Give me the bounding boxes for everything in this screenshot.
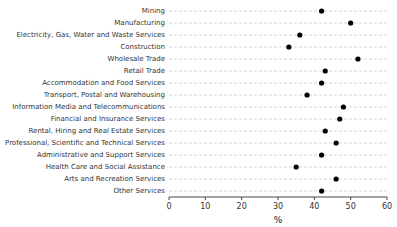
x-axis: 0 10 20 30 40 50 60	[166, 197, 392, 211]
category-label: Health Care and Social Assistance	[46, 163, 165, 171]
category-label: Manufacturing	[114, 19, 165, 27]
row-guide	[169, 179, 387, 180]
tick-mark	[241, 197, 242, 200]
category-label: Construction	[120, 43, 165, 51]
category-label: Arts and Recreation Services	[64, 175, 165, 183]
row-guide	[169, 95, 387, 96]
category-label: Other Services	[113, 187, 165, 195]
tick-mark	[169, 197, 170, 200]
dot	[337, 116, 342, 121]
tick-label: 20	[237, 202, 247, 211]
row-guide	[169, 155, 387, 156]
dot	[294, 164, 299, 169]
dot	[323, 128, 328, 133]
row-guide	[169, 167, 387, 168]
row-guide	[169, 83, 387, 84]
row-guide	[169, 47, 387, 48]
dot	[319, 188, 324, 193]
dot	[319, 80, 324, 85]
row-guide	[169, 35, 387, 36]
dots	[286, 8, 360, 193]
tick-mark	[205, 197, 206, 200]
row-guide	[169, 131, 387, 132]
tick-label: 0	[166, 202, 171, 211]
tick-mark	[350, 197, 351, 200]
category-label: Transport, Postal and Warehousing	[43, 91, 165, 99]
row-guide	[169, 23, 387, 24]
dot	[355, 56, 360, 61]
category-label: Mining	[142, 7, 165, 15]
chart: Mining Manufacturing Electricity, Gas, Wat…	[0, 0, 397, 227]
row-guide	[169, 143, 387, 144]
tick-label: 60	[382, 202, 392, 211]
dot	[319, 152, 324, 157]
category-label: Information Media and Telecommunications	[12, 103, 165, 111]
category-label: Electricity, Gas, Water and Waste Servic…	[16, 31, 165, 39]
category-label: Wholesale Trade	[108, 55, 165, 63]
tick-mark	[387, 197, 388, 200]
row-guide	[169, 191, 387, 192]
category-label: Professional, Scientific and Technical S…	[5, 139, 165, 147]
dot	[319, 8, 324, 13]
dot	[348, 20, 353, 25]
category-labels: Mining Manufacturing Electricity, Gas, Wat…	[5, 7, 165, 195]
category-label: Financial and Insurance Services	[51, 115, 166, 123]
dot	[323, 68, 328, 73]
x-axis-label: %	[274, 215, 283, 225]
row-guide	[169, 11, 387, 12]
category-label: Rental, Hiring and Real Estate Services	[29, 127, 166, 135]
tick-label: 50	[346, 202, 356, 211]
category-label: Administrative and Support Services	[37, 151, 165, 159]
dot	[341, 104, 346, 109]
row-guide	[169, 107, 387, 108]
tick-mark	[314, 197, 315, 200]
row-guide	[169, 119, 387, 120]
category-label: Accommodation and Food Services	[42, 79, 165, 87]
category-label: Retail Trade	[124, 67, 165, 75]
dot	[334, 140, 339, 145]
row-guide	[169, 71, 387, 72]
tick-mark	[278, 197, 279, 200]
dot	[297, 32, 302, 37]
dot	[304, 92, 309, 97]
dot	[334, 176, 339, 181]
tick-label: 30	[273, 202, 283, 211]
tick-label: 40	[309, 202, 319, 211]
dot	[286, 44, 291, 49]
row-guide	[169, 59, 387, 60]
grid	[169, 11, 387, 191]
tick-label: 10	[200, 202, 210, 211]
